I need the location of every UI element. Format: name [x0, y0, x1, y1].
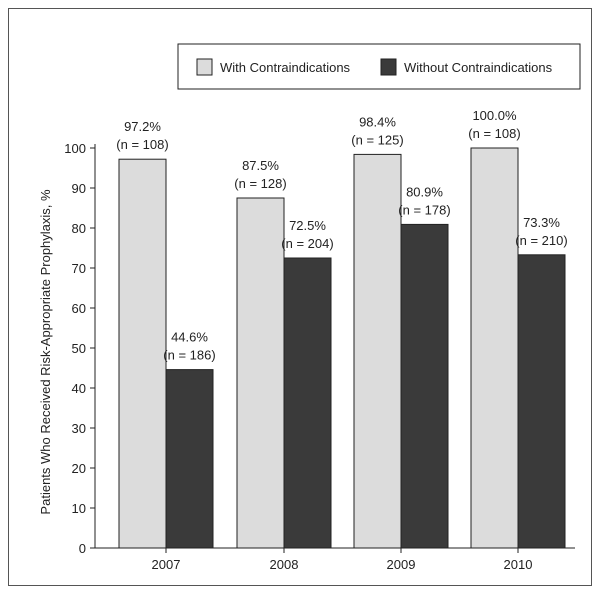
y-tick-label: 20	[72, 461, 86, 476]
x-tick-label: 2008	[270, 557, 299, 572]
data-label-count: (n = 210)	[515, 233, 567, 248]
x-tick-label: 2009	[387, 557, 416, 572]
bar-without-contraindications	[283, 257, 332, 549]
y-tick-label: 10	[72, 501, 86, 516]
legend-swatch-without-contraindications	[380, 58, 397, 76]
data-label-percent: 72.5%	[289, 218, 326, 233]
data-label-percent: 73.3%	[523, 215, 560, 230]
data-label-percent: 87.5%	[242, 158, 279, 173]
data-label-count: (n = 204)	[281, 236, 333, 251]
bar-with-contraindications	[470, 147, 519, 549]
plot-area: 0 10 20 30 40 50 60 70 80 90 100 97.2% (n = 108) 44.6…	[64, 108, 575, 572]
data-label-percent: 98.4%	[359, 114, 396, 129]
y-tick-label: 60	[72, 301, 86, 316]
data-label-percent: 100.0%	[472, 108, 517, 123]
bar-without-contraindications	[400, 223, 449, 549]
x-tick-label: 2007	[152, 557, 181, 572]
data-label-count: (n = 186)	[163, 348, 215, 363]
data-label-count: (n = 125)	[351, 132, 403, 147]
data-label-count: (n = 108)	[116, 137, 168, 152]
data-label-count: (n = 178)	[398, 202, 450, 217]
data-label-count: (n = 128)	[234, 176, 286, 191]
legend-label-without-contraindications: Without Contraindications	[404, 60, 553, 75]
bar-without-contraindications	[517, 254, 566, 549]
bar-with-contraindications	[236, 197, 285, 549]
legend: With Contraindications Without Contraind…	[177, 43, 581, 90]
y-tick-label: 30	[72, 421, 86, 436]
legend-box	[177, 43, 581, 90]
y-tick-label: 90	[72, 181, 86, 196]
y-tick-label: 40	[72, 381, 86, 396]
y-axis-title: Patients Who Received Risk-Appropriate P…	[38, 189, 53, 515]
x-tick-label: 2010	[504, 557, 533, 572]
data-label-percent: 97.2%	[124, 119, 161, 134]
bar-without-contraindications	[165, 369, 214, 549]
data-label-percent: 44.6%	[171, 330, 208, 345]
data-label-percent: 80.9%	[406, 184, 443, 199]
y-tick-label: 0	[79, 541, 86, 556]
y-tick-label: 100	[64, 141, 86, 156]
y-tick-label: 80	[72, 221, 86, 236]
legend-label-with-contraindications: With Contraindications	[220, 60, 351, 75]
y-tick-label: 50	[72, 341, 86, 356]
bar-with-contraindications	[118, 158, 167, 549]
bar-with-contraindications	[353, 153, 402, 549]
legend-swatch-with-contraindications	[196, 58, 213, 76]
data-label-count: (n = 108)	[468, 126, 520, 141]
y-tick-label: 70	[72, 261, 86, 276]
